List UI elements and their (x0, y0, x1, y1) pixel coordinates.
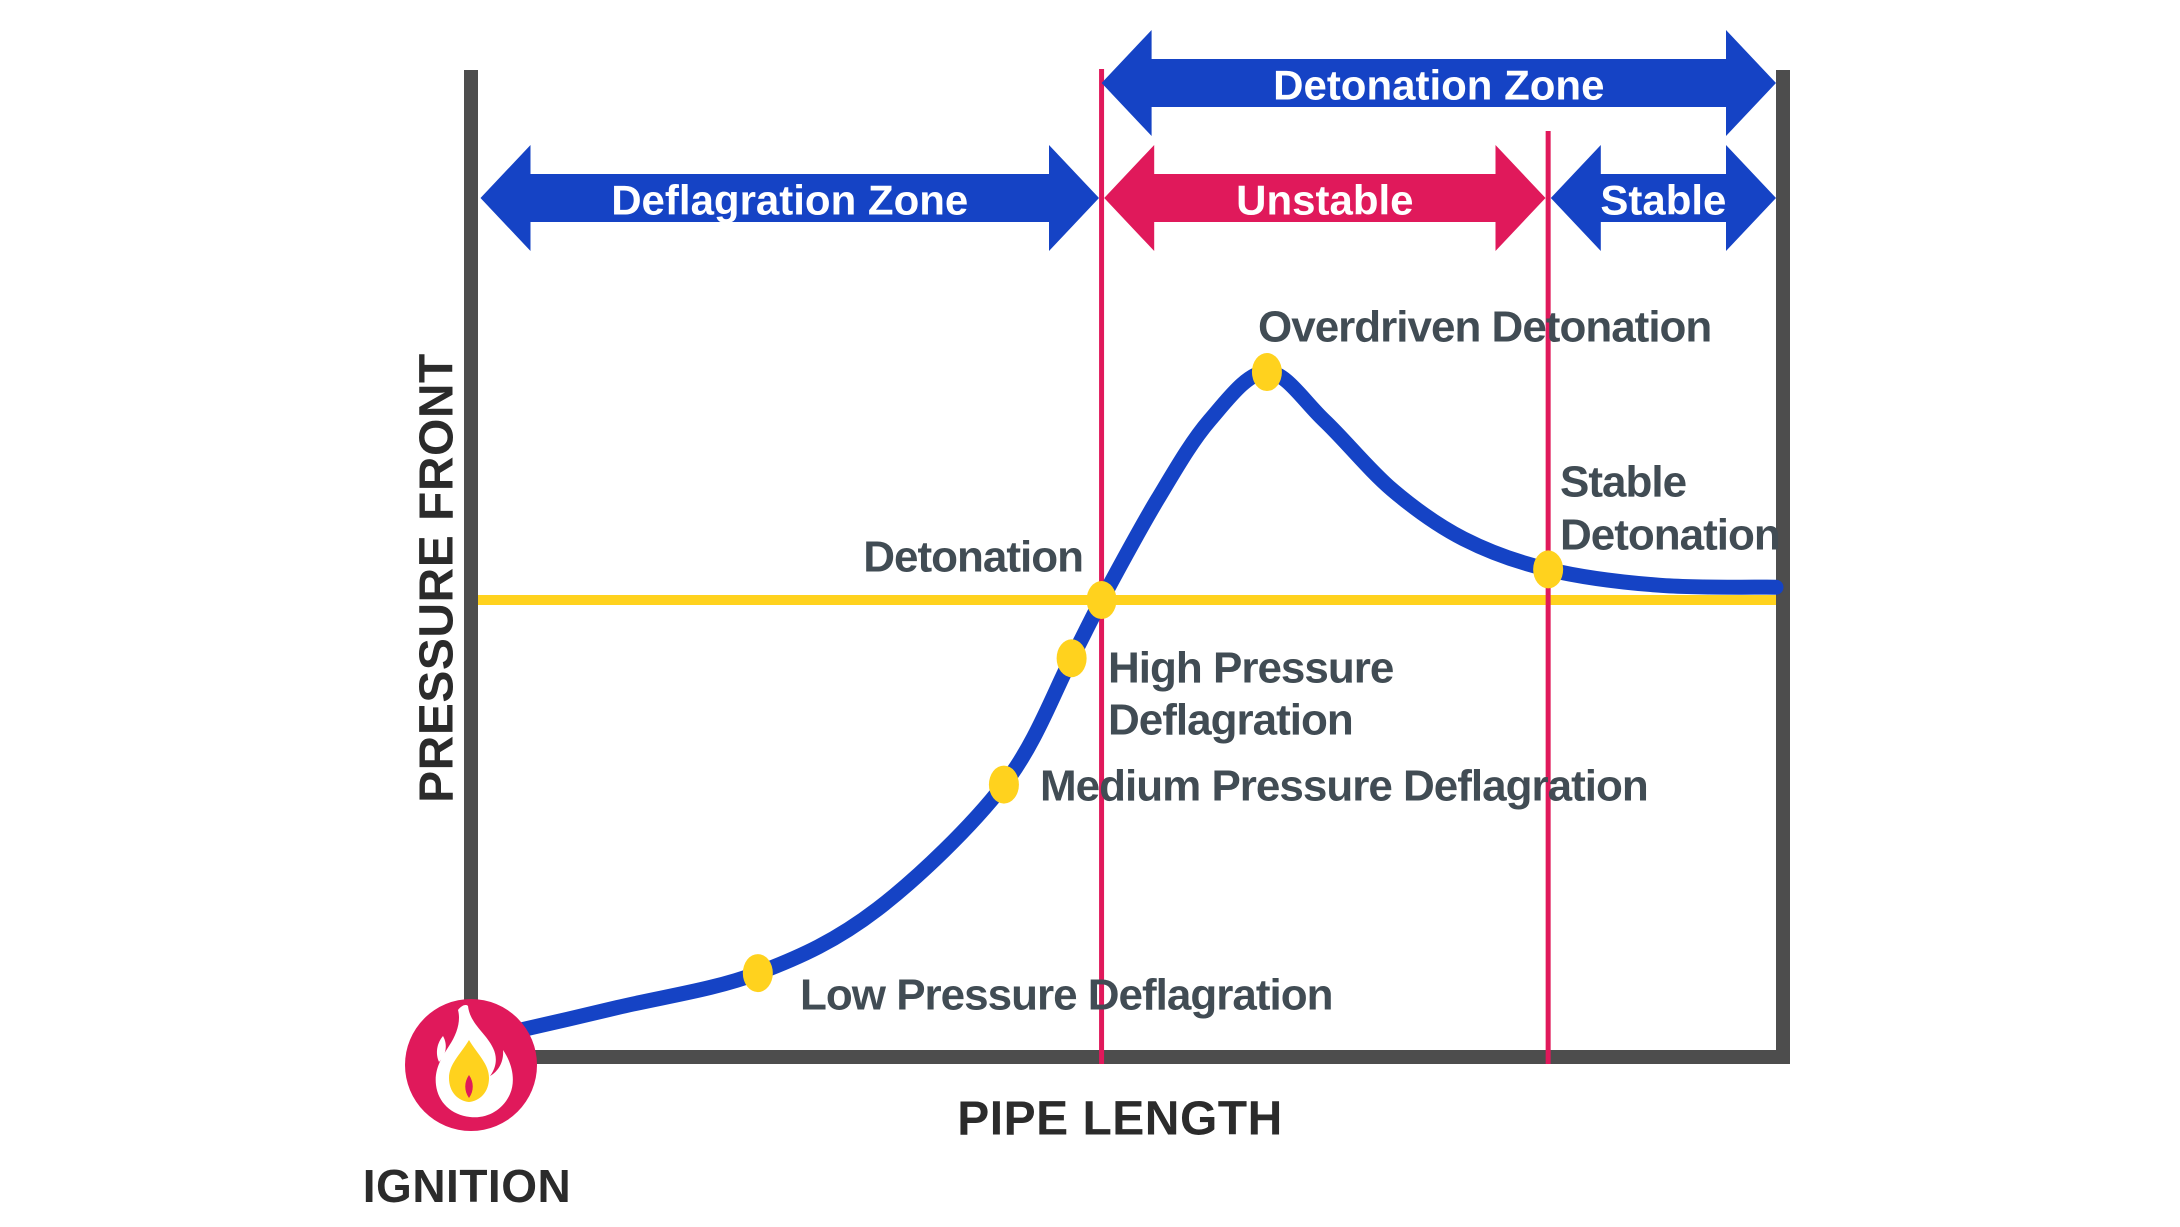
zone-arrow-detonation-zone: Detonation Zone (1101, 30, 1776, 136)
point-label-stable-detonation-line1: Stable (1560, 458, 1686, 507)
x-axis-label: PIPE LENGTH (957, 1093, 1283, 1146)
point-label-overdriven-detonation: Overdriven Detonation (1258, 303, 1711, 352)
curve-point-overdriven-detonation (1251, 353, 1282, 392)
axes (464, 70, 1790, 1064)
zone-arrow-label-unstable: Unstable (1236, 177, 1413, 224)
zone-arrow-unstable: Unstable (1104, 145, 1546, 251)
zone-arrow-shape-unstable (1104, 145, 1546, 251)
y-axis-label: PRESSURE FRONT (411, 353, 464, 803)
zone-arrow-shape-stable (1550, 145, 1776, 251)
pressure-curve (473, 364, 1784, 1047)
right-border-line (1776, 70, 1790, 1064)
y-axis-line (464, 70, 478, 1064)
curve-point-stable-detonation (1533, 550, 1564, 589)
ignition-label: IGNITION (363, 1160, 571, 1212)
zone-arrows: Detonation Zone Deflagration Zone Unstable… (480, 30, 1776, 251)
curve-points (742, 353, 1564, 993)
curve-point-high-pressure-deflagration (1056, 639, 1087, 678)
zone-arrow-stable: Stable (1550, 145, 1776, 251)
curve-point-medium-pressure-deflagration (988, 765, 1019, 804)
zone-arrow-label-detonation-zone: Detonation Zone (1273, 62, 1604, 109)
ignition-marker: IGNITION (363, 999, 571, 1212)
point-label-low-pressure-deflagration: Low Pressure Deflagration (800, 971, 1332, 1020)
zone-arrow-shape-detonation-zone (1101, 30, 1776, 136)
zone-arrow-label-deflagration-zone: Deflagration Zone (611, 177, 968, 224)
zone-arrow-shape-deflagration-zone (480, 145, 1099, 251)
point-label-high-pressure-line1: High Pressure (1108, 644, 1393, 693)
zone-arrow-label-stable: Stable (1600, 177, 1726, 224)
curve-point-detonation (1086, 581, 1117, 620)
point-label-detonation: Detonation (863, 533, 1083, 582)
x-axis-line (464, 1050, 1790, 1064)
zone-arrow-deflagration-zone: Deflagration Zone (480, 145, 1099, 251)
curve-point-low-pressure-deflagration (742, 954, 773, 993)
point-label-medium-pressure-deflagration: Medium Pressure Deflagration (1040, 762, 1648, 811)
point-label-stable-detonation-line2: Detonation (1560, 511, 1780, 560)
point-label-high-pressure-line2: Deflagration (1108, 696, 1353, 745)
flame-icon (435, 1005, 513, 1118)
